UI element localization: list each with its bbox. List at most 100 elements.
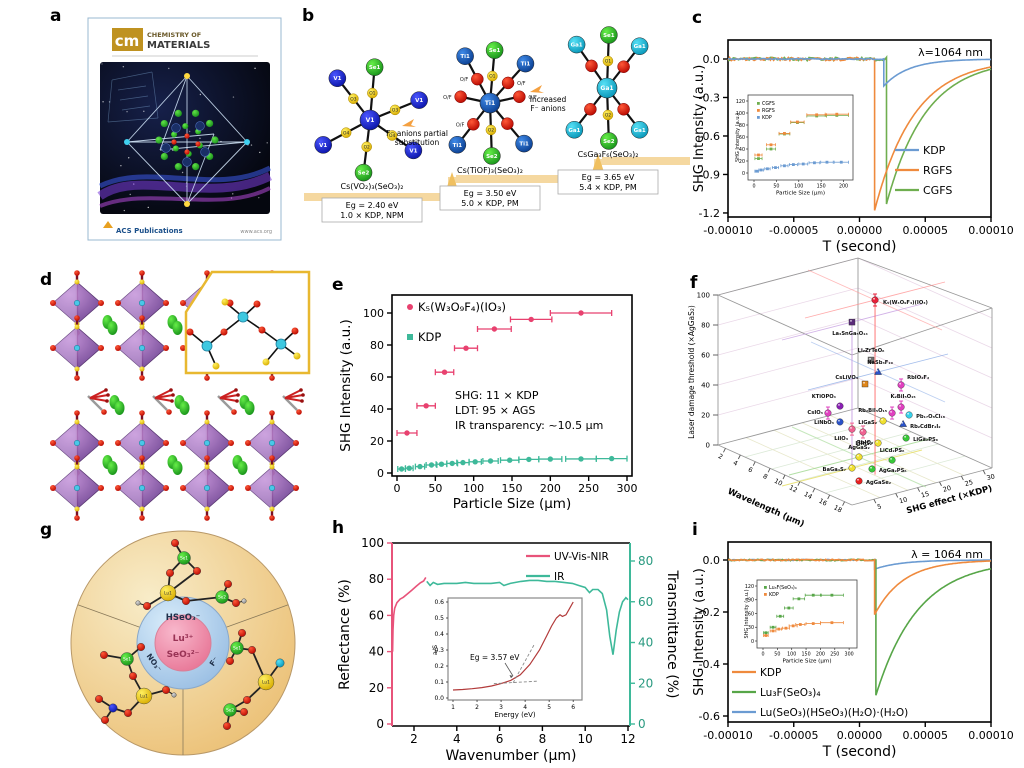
center-atom [359,109,381,131]
eq-o [50,300,56,306]
octahedron-face [118,422,142,464]
octahedron-face [53,282,77,324]
inset-y-tick-label: 0.6 [434,599,444,606]
oxygen-atom [389,104,401,116]
cation [172,321,183,335]
of-atom [471,72,484,86]
y-tick-label: -0.6 [699,130,720,143]
outer-atom [515,134,533,153]
inset-curve [452,601,574,691]
w-atom [204,439,211,446]
O-atom [231,599,240,608]
y-tick-label: 10 [898,495,908,505]
line [151,71,159,119]
point-highlight [838,403,840,406]
inset-chart: 0.0 0.1 0.2 0.3 0.4 0.5 0.6 1 2 3 4 5 6 Energy (eV) a/… [431,597,583,719]
atom-label: V1 [366,117,375,124]
streak [97,171,273,200]
molecular-cluster: Ga1 Se1 O1 Ga1 Ga1 Se2 O2 Ga1 Ga1 [565,26,649,150]
inset-y-tick-label: 0.5 [434,615,444,622]
series-KDP [727,558,991,615]
y-tick-label: 20 [942,484,952,494]
atom-label: O4 [343,130,349,136]
cation [107,321,118,335]
molecular-cluster: Ti1 O/F Se1 O1 Ti1 O/F O/F O/F Ti1 O/F Se2 O2 Ti1 Ti1 [443,41,537,165]
star [122,66,125,68]
Se-atom [177,551,191,565]
data-point [888,409,896,417]
f-atom [139,366,145,372]
of-label: O/F [443,95,452,101]
atom-label: O3 [350,96,356,102]
y-tick-label: 0.0 [703,554,721,567]
eq-o [228,440,234,446]
of-atom [467,118,480,131]
green-atom [182,123,189,130]
data-point [787,606,791,610]
box-edge [857,257,993,309]
x-tick-label: 4 [453,732,461,746]
data-point [811,622,815,625]
arrow-text: F⁻ anions [530,104,565,113]
seo-rod [154,397,173,402]
o-tip [104,388,108,392]
of-atom [617,60,630,73]
data-point [764,634,768,637]
inset-y-tick-label: 0 [742,171,745,177]
data-point [902,434,910,442]
apical-o [269,455,275,461]
of-label: O/F [456,122,465,128]
inset-x-tick-label: 100 [787,652,796,658]
f-atom [269,464,275,470]
y-tick-label: 80 [370,339,384,352]
O-atom [223,580,232,589]
apical-o [74,515,80,521]
eq-o [293,440,299,446]
f-atom [139,506,145,512]
cation [244,401,255,415]
f-atom [139,419,145,425]
data-point [398,466,405,472]
inset-x-tick-label: 2 [475,704,479,711]
Lu-atom [257,673,275,691]
x-tick [767,468,771,473]
outer-atom [404,141,423,160]
green-atom [174,109,182,117]
vertex-dot [244,139,250,145]
legend-marker [407,334,413,340]
inset-x-tick-label: 150 [817,184,826,190]
data-point [839,160,843,164]
data-point [460,459,466,466]
star [168,67,170,70]
data-point [463,345,469,351]
w-atom [139,439,146,446]
atom-label: Se2 [486,154,498,160]
data-point [491,326,498,332]
atom-label: Ga1 [571,43,583,49]
right-axis-label: Transmittance (%) [664,570,680,699]
inset-x-tick-label: 150 [801,652,810,658]
inset-y-tick-label: 90 [748,598,754,604]
inset-legend-label: KDP [769,592,779,598]
apical-o [139,270,145,276]
Se-atom [215,590,229,604]
apical-o [269,515,275,521]
o-tip [170,399,174,403]
w-atom [268,439,275,446]
y-tick-label: 30 [986,472,996,482]
legend-label: RGFS [923,164,952,177]
legend-label: KDP [760,667,781,679]
point-highlight [899,404,901,407]
x-tick-label: 8 [762,472,769,481]
line [107,79,113,123]
bandgap-label: Eg = 3.50 eV [464,189,517,198]
outer-atom [365,58,384,76]
oxygen-atom [348,93,359,104]
core-label-seo3: SeO₃²⁻ [167,650,200,660]
bandgap-label: Eg = 3.65 eV [582,173,635,182]
panel-e-chart: 0 20 40 60 80 100 0 50 100 150 200 250 300 Particle S… [338,294,638,512]
inset-y-tick-label: 40 [739,147,745,153]
data-point [783,164,786,168]
inset-legend-marker [757,109,760,112]
